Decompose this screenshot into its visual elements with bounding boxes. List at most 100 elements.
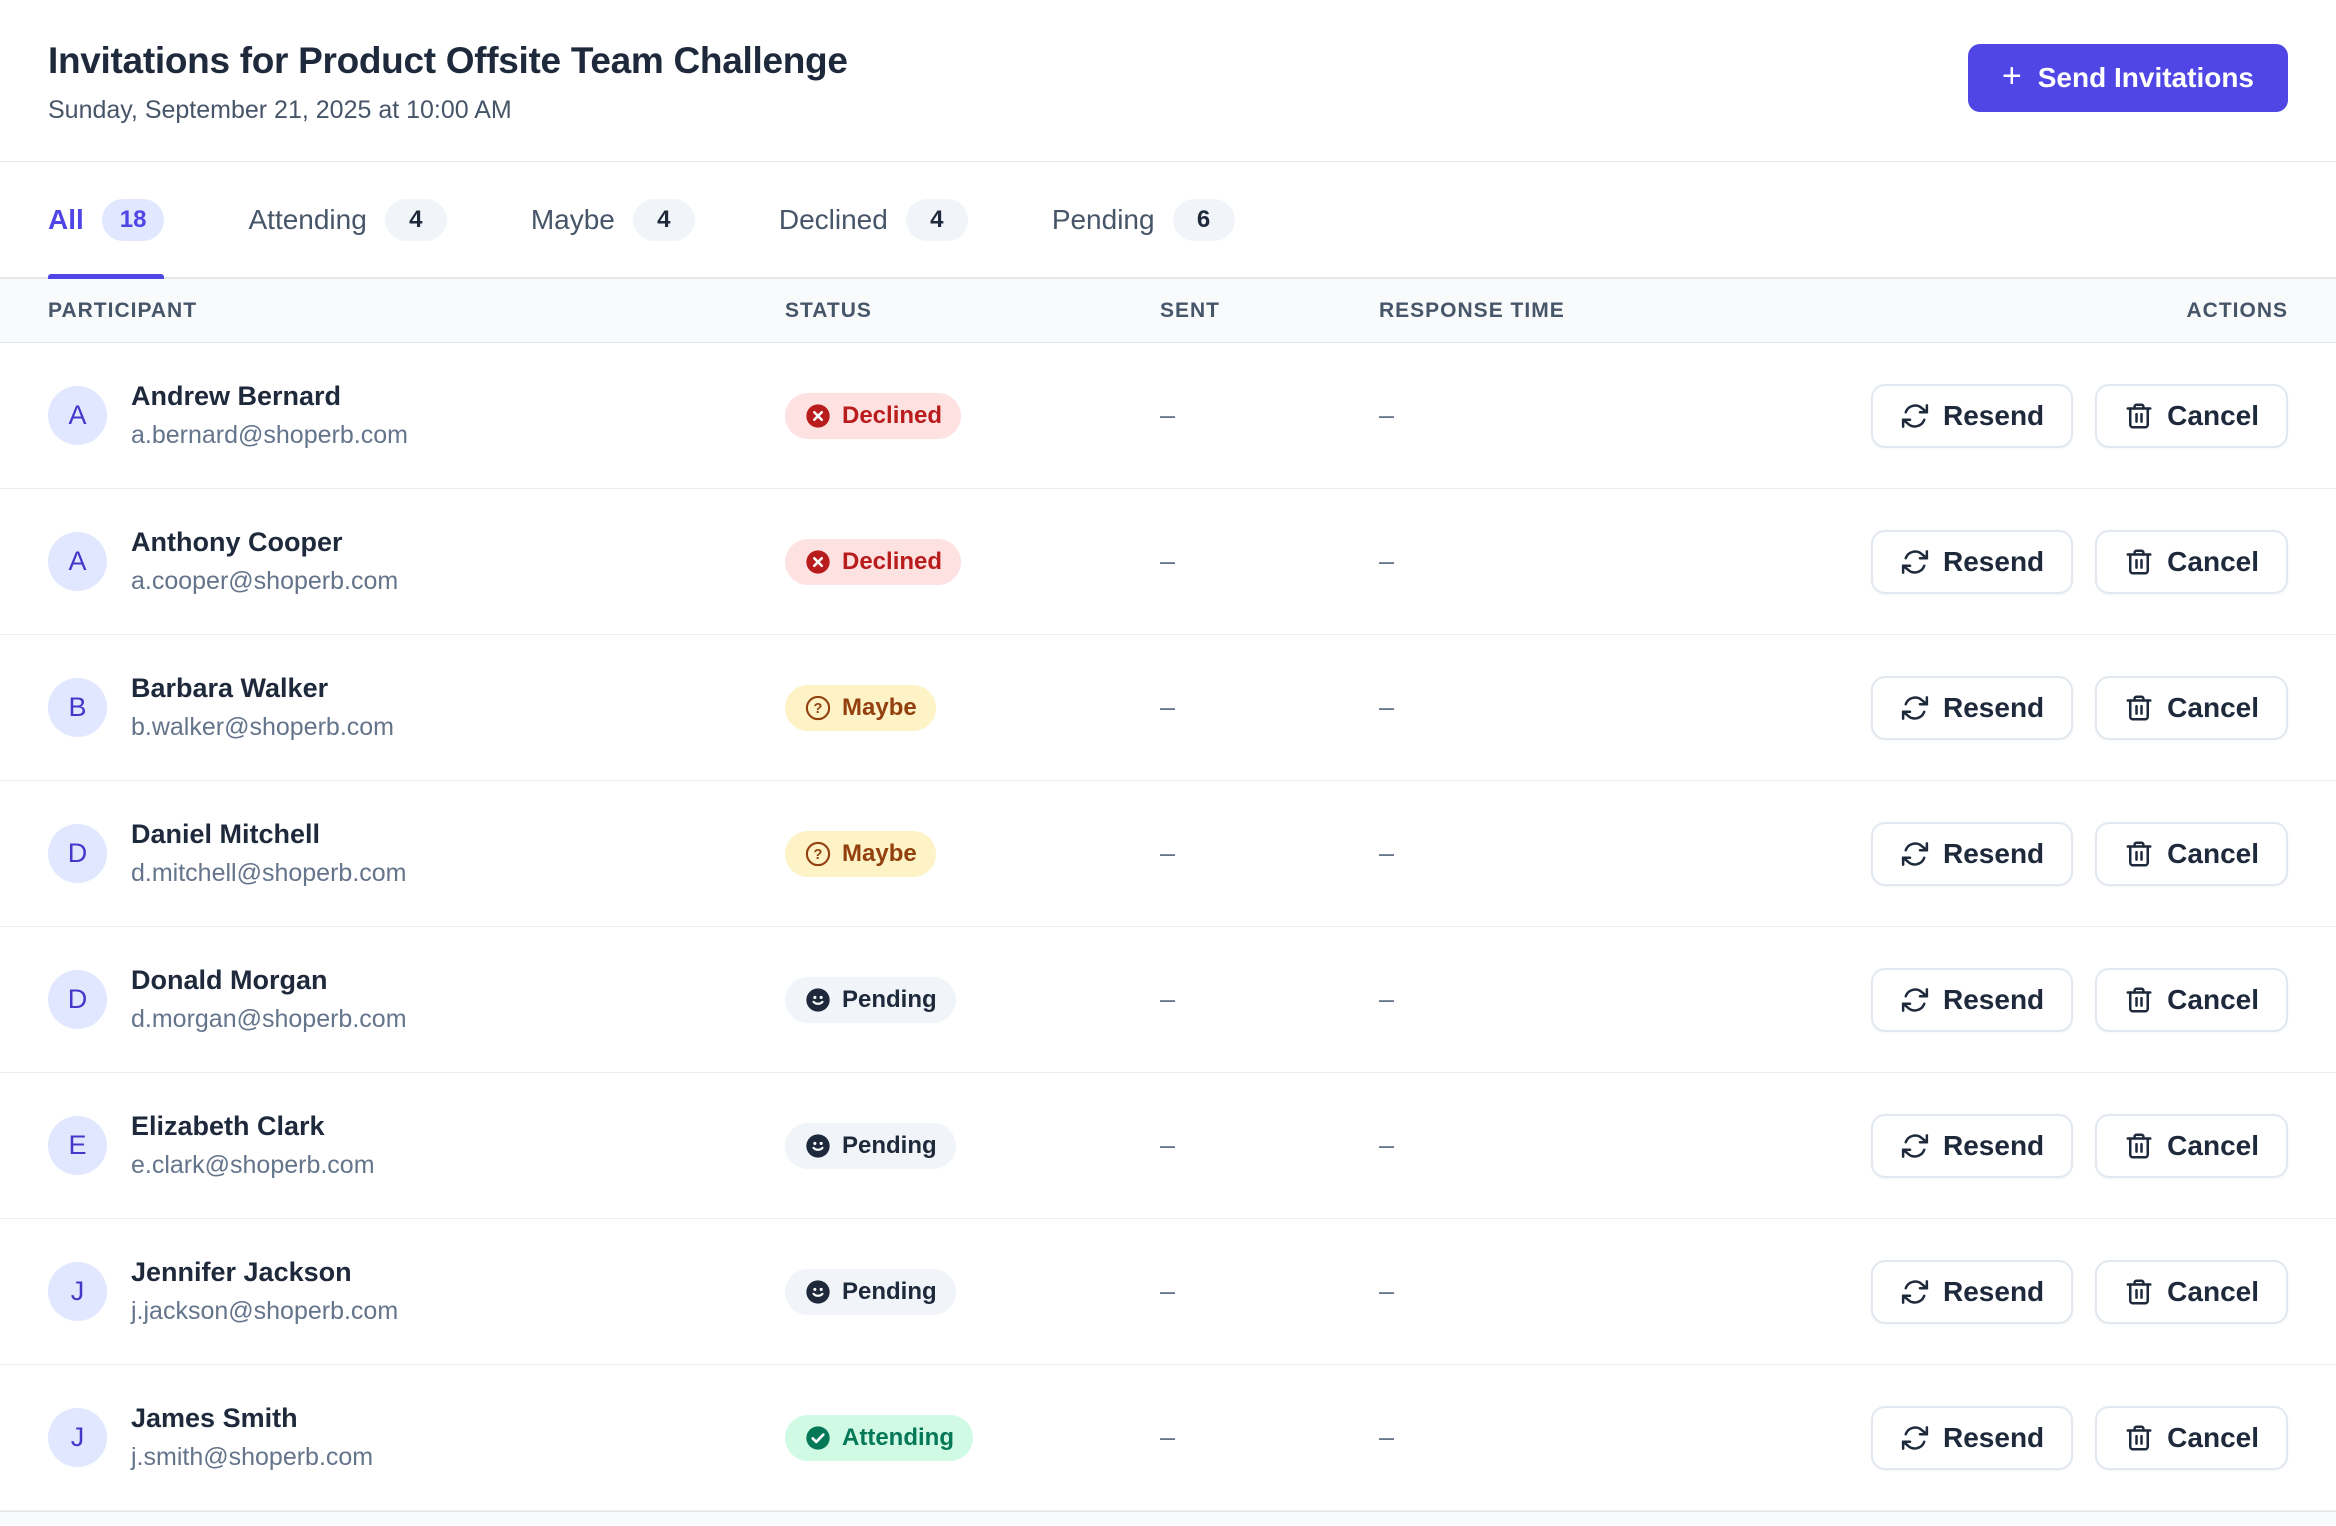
participant-email: j.smith@shoperb.com <box>131 1443 374 1471</box>
response-time-value: – <box>1379 1422 1395 1452</box>
pending-clock-icon <box>806 1133 830 1158</box>
svg-text:?: ? <box>814 846 823 862</box>
avatar: B <box>48 678 107 737</box>
table-header-row: Participant Status Sent Response time Action… <box>0 279 2336 343</box>
participant-identity: James Smith j.smith@shoperb.com <box>131 1403 373 1472</box>
resend-refresh-icon <box>1901 1425 1929 1450</box>
tab-declined[interactable]: Declined 4 <box>779 162 968 277</box>
participant-identity: Elizabeth Clark e.clark@shoperb.com <box>131 1111 375 1180</box>
status-cell: ? Maybe <box>785 830 1160 877</box>
header-text-block: Invitations for Product Offsite Team Cha… <box>48 40 848 125</box>
cancel-button[interactable]: Cancel <box>2095 1259 2288 1324</box>
participant-name: Anthony Cooper <box>131 527 343 557</box>
resend-button[interactable]: Resend <box>1871 967 2074 1032</box>
tab-label: All <box>48 203 84 235</box>
participant-name: Jennifer Jackson <box>131 1257 352 1287</box>
status-badge-maybe: ? Maybe <box>785 830 936 877</box>
page-title: Invitations for Product Offsite Team Cha… <box>48 40 848 81</box>
status-badge-label: Maybe <box>842 693 917 721</box>
tab-label: Maybe <box>530 203 615 235</box>
resend-button[interactable]: Resend <box>1871 1113 2074 1178</box>
cancel-button[interactable]: Cancel <box>2095 821 2288 886</box>
tab-all[interactable]: All 18 <box>48 162 165 279</box>
resend-refresh-icon <box>1901 987 1929 1012</box>
trash-icon <box>2126 549 2152 574</box>
avatar: J <box>48 1262 107 1321</box>
column-header-response-time: Response time <box>1379 298 1565 322</box>
tab-pending[interactable]: Pending 6 <box>1052 162 1235 277</box>
cancel-button[interactable]: Cancel <box>2095 1113 2288 1178</box>
cancel-label: Cancel <box>2167 1129 2259 1161</box>
actions-cell: Resend Cancel <box>1871 1113 2288 1178</box>
cancel-button[interactable]: Cancel <box>2095 675 2288 740</box>
resend-refresh-icon <box>1901 549 1929 574</box>
cancel-button[interactable]: Cancel <box>2095 967 2288 1032</box>
send-invitations-button[interactable]: + Send Invitations <box>1967 44 2288 112</box>
tab-attending[interactable]: Attending 4 <box>248 162 447 277</box>
resend-button[interactable]: Resend <box>1871 675 2074 740</box>
participant-email: d.morgan@shoperb.com <box>131 1005 407 1033</box>
participant-name: Daniel Mitchell <box>131 819 321 849</box>
cancel-label: Cancel <box>2167 399 2259 431</box>
cancel-label: Cancel <box>2167 1275 2259 1307</box>
resend-button[interactable]: Resend <box>1871 529 2074 594</box>
resend-refresh-icon <box>1901 695 1929 720</box>
participant-cell: D Daniel Mitchell d.mitchell@shoperb.com <box>48 819 785 888</box>
status-badge-attending: Attending <box>785 1414 973 1461</box>
resend-label: Resend <box>1943 983 2045 1015</box>
resend-button[interactable]: Resend <box>1871 1259 2074 1324</box>
status-badge-label: Maybe <box>842 839 917 867</box>
status-badge-pending: Pending <box>785 976 956 1023</box>
event-datetime: Sunday, September 21, 2025 at 10:00 AM <box>48 96 512 124</box>
resend-label: Resend <box>1943 545 2045 577</box>
resend-label: Resend <box>1943 1275 2045 1307</box>
table-row: A Anthony Cooper a.cooper@shoperb.com Decli… <box>0 489 2336 635</box>
cancel-label: Cancel <box>2167 691 2259 723</box>
table-row: B Barbara Walker b.walker@shoperb.com? Mayb… <box>0 635 2336 781</box>
cancel-button[interactable]: Cancel <box>2095 383 2288 448</box>
status-cell: Pending <box>785 976 1160 1023</box>
resend-button[interactable]: Resend <box>1871 1405 2074 1470</box>
table-row: E Elizabeth Clark e.clark@shoperb.com Pendi… <box>0 1073 2336 1219</box>
table-row: J Jennifer Jackson j.jackson@shoperb.com Pe… <box>0 1219 2336 1365</box>
sent-value: – <box>1160 1130 1176 1160</box>
cancel-button[interactable]: Cancel <box>2095 1405 2288 1470</box>
participant-identity: Donald Morgan d.morgan@shoperb.com <box>131 965 407 1034</box>
table-row: J James Smith j.smith@shoperb.com Attending… <box>0 1365 2336 1511</box>
tab-count-badge: 4 <box>384 198 447 241</box>
maybe-question-circle-icon: ? <box>805 841 831 866</box>
status-cell: ? Maybe <box>785 684 1160 731</box>
resend-button[interactable]: Resend <box>1871 821 2074 886</box>
attending-check-circle-icon <box>806 1425 830 1450</box>
participant-cell: J Jennifer Jackson j.jackson@shoperb.com <box>48 1257 785 1326</box>
participant-name: James Smith <box>131 1403 298 1433</box>
participant-identity: Daniel Mitchell d.mitchell@shoperb.com <box>131 819 407 888</box>
resend-refresh-icon <box>1901 1133 1929 1158</box>
response-time-value: – <box>1379 984 1395 1014</box>
status-badge-pending: Pending <box>785 1268 956 1315</box>
participant-table-body: A Andrew Bernard a.bernard@shoperb.com Decl… <box>0 343 2336 1511</box>
participant-email: a.cooper@shoperb.com <box>131 567 399 595</box>
participant-email: a.bernard@shoperb.com <box>131 421 408 449</box>
status-cell: Pending <box>785 1122 1160 1169</box>
pending-clock-icon <box>806 1279 830 1304</box>
declined-x-circle-icon <box>806 549 830 574</box>
pending-clock-icon <box>806 987 830 1012</box>
status-cell: Declined <box>785 392 1160 439</box>
resend-refresh-icon <box>1901 841 1929 866</box>
tab-label: Declined <box>778 203 888 235</box>
status-filter-tabs: All 18 Attending 4 Maybe 4 Declined 4 Pending 6 <box>0 162 2336 279</box>
tab-maybe[interactable]: Maybe 4 <box>531 162 695 277</box>
status-badge-label: Pending <box>842 985 937 1013</box>
actions-cell: Resend Cancel <box>1871 1259 2288 1324</box>
cancel-button[interactable]: Cancel <box>2095 529 2288 594</box>
resend-label: Resend <box>1943 399 2045 431</box>
sent-value: – <box>1160 692 1176 722</box>
resend-button[interactable]: Resend <box>1871 383 2074 448</box>
tab-count-badge: 4 <box>905 198 968 241</box>
actions-cell: Resend Cancel <box>1871 967 2288 1032</box>
participant-cell: E Elizabeth Clark e.clark@shoperb.com <box>48 1111 785 1180</box>
sent-value: – <box>1160 400 1176 430</box>
status-badge-label: Attending <box>842 1423 954 1451</box>
actions-cell: Resend Cancel <box>1871 529 2288 594</box>
